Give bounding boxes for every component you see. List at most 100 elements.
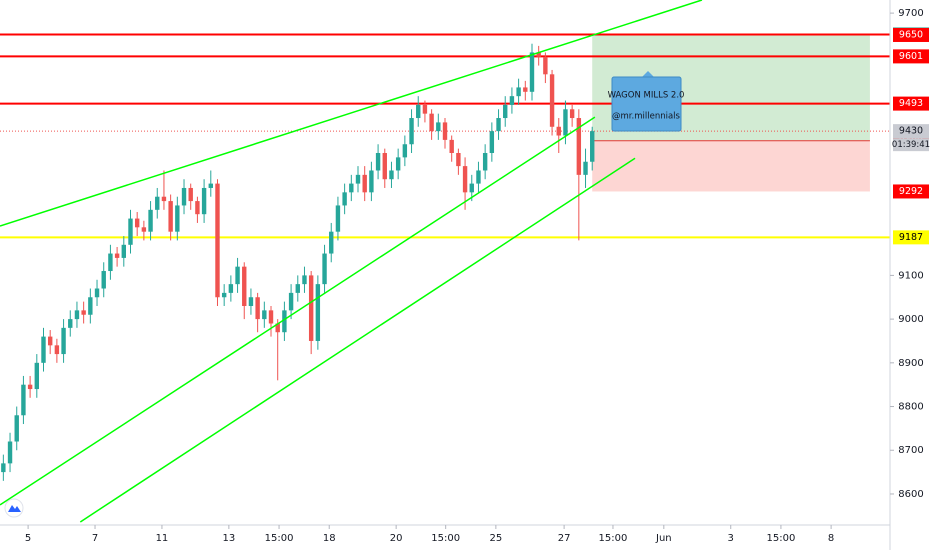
candle-body — [128, 218, 133, 245]
candle-body — [516, 87, 521, 97]
candle-body — [1, 463, 6, 473]
candle-body — [509, 96, 515, 105]
countdown: 01:39:41 — [892, 140, 930, 150]
candle-body — [195, 201, 200, 215]
candle-body — [275, 323, 280, 333]
candle-body — [188, 187, 193, 202]
candle-body — [382, 152, 387, 180]
x-tick-label: 5 — [25, 533, 31, 544]
candle-body — [556, 126, 561, 136]
candle-body — [329, 231, 334, 254]
candle-body — [255, 297, 260, 320]
candle-body — [242, 266, 247, 306]
candle-body — [208, 183, 213, 188]
current-price-label: 9430 — [899, 126, 923, 137]
price-label-bg — [893, 184, 929, 199]
candle-body — [108, 253, 113, 272]
y-tick-label: 9100 — [898, 270, 923, 281]
current-price-label-bg — [893, 124, 929, 139]
candle-body — [315, 284, 321, 341]
candle-body — [235, 266, 240, 285]
trend-line — [0, 116, 596, 506]
trend-line — [0, 0, 703, 227]
candle-body — [101, 271, 106, 289]
x-tick-label: 7 — [92, 533, 98, 544]
y-tick-label: 8600 — [898, 489, 923, 500]
x-tick-label: 27 — [558, 533, 571, 544]
candle-body — [94, 288, 100, 298]
x-tick-label: 15:00 — [599, 533, 628, 544]
price-label: 9187 — [899, 232, 923, 243]
candle-body — [68, 319, 73, 328]
candle-body — [583, 161, 588, 175]
x-tick-label: 3 — [728, 533, 734, 544]
candle-body — [288, 292, 294, 311]
candle-body — [355, 174, 361, 184]
x-tick-label: Jun — [655, 533, 672, 544]
price-label: 9650 — [899, 29, 923, 40]
candle-body — [322, 253, 327, 285]
candle-body — [27, 384, 33, 390]
candle-body — [282, 310, 287, 333]
candle-body — [369, 170, 374, 193]
candle-body — [41, 336, 46, 363]
candle-body — [262, 310, 267, 320]
x-tick-label: 8 — [828, 533, 834, 544]
candle-body — [335, 205, 341, 232]
price-label: 9292 — [899, 186, 923, 197]
candle-body — [549, 74, 555, 127]
candle-body — [141, 227, 147, 232]
note-pointer — [642, 71, 654, 77]
x-tick-label: 25 — [489, 533, 502, 544]
candle-body — [21, 384, 26, 416]
candle-body — [268, 310, 274, 324]
candle-body — [74, 310, 80, 320]
candle-body — [14, 415, 19, 442]
candle-body — [576, 118, 582, 175]
candle-body — [302, 275, 307, 285]
candle-body — [248, 297, 254, 306]
candle-body — [469, 183, 474, 193]
x-tick-label: 20 — [390, 533, 403, 544]
price-label-bg — [893, 49, 929, 64]
y-tick-label: 8800 — [898, 402, 923, 413]
x-tick-label: 18 — [323, 533, 336, 544]
trend-line — [79, 157, 636, 523]
x-tick-label: 15:00 — [431, 533, 460, 544]
candle-body — [563, 109, 568, 136]
candle-body — [349, 183, 354, 193]
candle-body — [523, 87, 528, 92]
candle-body — [161, 196, 167, 202]
price-label-bg — [893, 230, 929, 245]
logo-icon — [8, 505, 21, 512]
x-tick-label: 15:00 — [265, 533, 294, 544]
x-tick-label: 11 — [156, 533, 169, 544]
candle-body — [409, 118, 414, 145]
stop-zone — [592, 140, 870, 192]
candle-body — [168, 201, 173, 232]
y-tick-label: 8900 — [898, 358, 923, 369]
candle-body — [543, 56, 548, 75]
candle-body — [134, 218, 140, 228]
candle-body — [175, 205, 180, 232]
candle-body — [61, 327, 66, 355]
candle-body — [114, 253, 120, 258]
note-box — [611, 76, 682, 132]
candle-body — [496, 118, 501, 132]
candle-body — [215, 183, 220, 298]
candle-body — [442, 122, 448, 140]
x-tick-label: 15:00 — [767, 533, 796, 544]
price-label-bg — [893, 27, 929, 42]
candle-body — [375, 152, 381, 171]
candle-body — [295, 284, 300, 293]
candle-body — [449, 139, 454, 153]
candle-body — [362, 174, 367, 193]
note: WAGON MILLS 2.0 @mr.millennials — [608, 71, 684, 132]
candle-body — [54, 345, 60, 355]
candle-body — [416, 104, 421, 119]
candle-body — [489, 131, 495, 153]
candle-body — [590, 131, 595, 162]
note-line: @mr.millennials — [612, 112, 680, 122]
candle-body — [155, 196, 160, 210]
candle-body — [221, 292, 227, 298]
